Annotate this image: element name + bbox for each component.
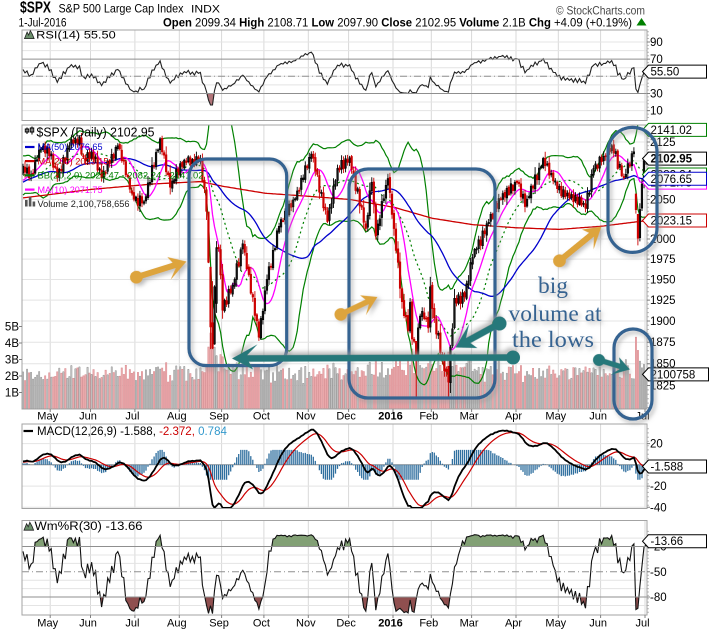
svg-text:May: May <box>37 411 58 423</box>
svg-text:Jun: Jun <box>589 618 607 630</box>
svg-text:Mar: Mar <box>460 411 479 423</box>
svg-text:Volume 2,100,758,656: Volume 2,100,758,656 <box>38 199 130 210</box>
svg-text:55.50: 55.50 <box>651 67 680 79</box>
svg-text:Nov: Nov <box>296 618 316 630</box>
svg-text:Wm%R(30) -13.66: Wm%R(30) -13.66 <box>35 521 143 533</box>
svg-text:-40: -40 <box>650 502 667 514</box>
svg-text:Dec: Dec <box>336 618 356 630</box>
svg-text:-20: -20 <box>650 481 667 493</box>
svg-text:90: 90 <box>650 37 663 49</box>
svg-text:MA(200) 2023.15: MA(200) 2023.15 <box>38 156 109 167</box>
svg-text:Feb: Feb <box>419 411 438 423</box>
svg-text:Jun: Jun <box>79 618 97 630</box>
svg-text:Dec: Dec <box>336 411 356 423</box>
svg-text:Nov: Nov <box>296 411 316 423</box>
svg-text:BB(20,2.0) 2023.47 - 2082.24 -: BB(20,2.0) 2023.47 - 2082.24 - 2141.02 <box>38 171 204 182</box>
svg-text:1-Jul-2016: 1-Jul-2016 <box>19 18 67 30</box>
svg-text:Jun: Jun <box>79 411 97 423</box>
svg-text:Feb: Feb <box>419 618 438 630</box>
svg-text:Jul: Jul <box>125 618 139 630</box>
svg-text:$SPX (Daily) 2102.95: $SPX (Daily) 2102.95 <box>37 125 155 139</box>
svg-text:5B: 5B <box>5 322 19 334</box>
svg-text:1875: 1875 <box>650 337 676 349</box>
svg-text:May: May <box>545 618 566 630</box>
svg-text:-80: -80 <box>650 592 667 604</box>
svg-text:1900: 1900 <box>650 316 676 328</box>
svg-text:Jul: Jul <box>635 618 649 630</box>
svg-text:S&P 500 Large Cap Index: S&P 500 Large Cap Index <box>59 2 184 16</box>
svg-text:10: 10 <box>650 106 663 118</box>
svg-text:volume at: volume at <box>509 301 603 326</box>
svg-text:Sep: Sep <box>209 411 229 423</box>
svg-text:1925: 1925 <box>650 295 676 307</box>
svg-text:-13.66: -13.66 <box>651 536 684 548</box>
svg-text:4B: 4B <box>5 338 19 350</box>
svg-text:70: 70 <box>650 54 663 66</box>
svg-text:-1.588: -1.588 <box>651 462 684 474</box>
svg-text:INDX: INDX <box>191 4 221 16</box>
svg-text:May: May <box>545 411 566 423</box>
svg-text:1825: 1825 <box>650 381 676 393</box>
svg-text:Sep: Sep <box>209 618 229 630</box>
svg-text:2B: 2B <box>5 371 19 383</box>
svg-text:© StockCharts.com: © StockCharts.com <box>556 4 645 18</box>
svg-text:2050: 2050 <box>650 194 676 206</box>
svg-text:Apr: Apr <box>505 618 522 630</box>
svg-text:Jul: Jul <box>125 411 139 423</box>
svg-text:Apr: Apr <box>505 411 522 423</box>
svg-text:2102.95: 2102.95 <box>651 154 693 166</box>
svg-text:1950: 1950 <box>650 275 676 287</box>
svg-text:May: May <box>37 618 58 630</box>
svg-text:MACD(12,26,9) -1.588, -2.372,: MACD(12,26,9) -1.588, -2.372, 0.784 <box>37 426 227 438</box>
svg-text:20: 20 <box>650 439 663 451</box>
svg-text:big: big <box>538 273 569 298</box>
svg-text:Aug: Aug <box>167 411 187 423</box>
svg-text:MA(50) 2076.65: MA(50) 2076.65 <box>38 142 103 153</box>
svg-text:1975: 1975 <box>650 254 676 266</box>
svg-text:$SPX: $SPX <box>20 0 52 17</box>
svg-text:1B: 1B <box>5 388 19 400</box>
svg-text:3B: 3B <box>5 355 19 367</box>
svg-text:the lows: the lows <box>512 327 594 352</box>
svg-text:2100758: 2100758 <box>651 369 696 381</box>
svg-text:2076.65: 2076.65 <box>651 174 693 186</box>
svg-text:Aug: Aug <box>167 618 187 630</box>
svg-text:RSI(14) 55.50: RSI(14) 55.50 <box>36 30 116 42</box>
svg-text:2023.15: 2023.15 <box>651 216 693 228</box>
svg-text:Oct: Oct <box>253 411 270 423</box>
svg-text:Open 2099.34 High 2108.71 Low: Open 2099.34 High 2108.71 Low 2097.90 Cl… <box>163 16 632 30</box>
svg-text:Jun: Jun <box>589 411 607 423</box>
svg-text:-50: -50 <box>650 567 667 579</box>
svg-text:MA(10) 2071.75: MA(10) 2071.75 <box>38 185 103 196</box>
svg-text:2016: 2016 <box>378 411 402 423</box>
svg-text:2016: 2016 <box>378 618 402 630</box>
svg-text:Mar: Mar <box>460 618 479 630</box>
svg-text:30: 30 <box>650 89 663 101</box>
svg-text:2141.02: 2141.02 <box>651 125 693 137</box>
svg-text:Oct: Oct <box>253 618 270 630</box>
